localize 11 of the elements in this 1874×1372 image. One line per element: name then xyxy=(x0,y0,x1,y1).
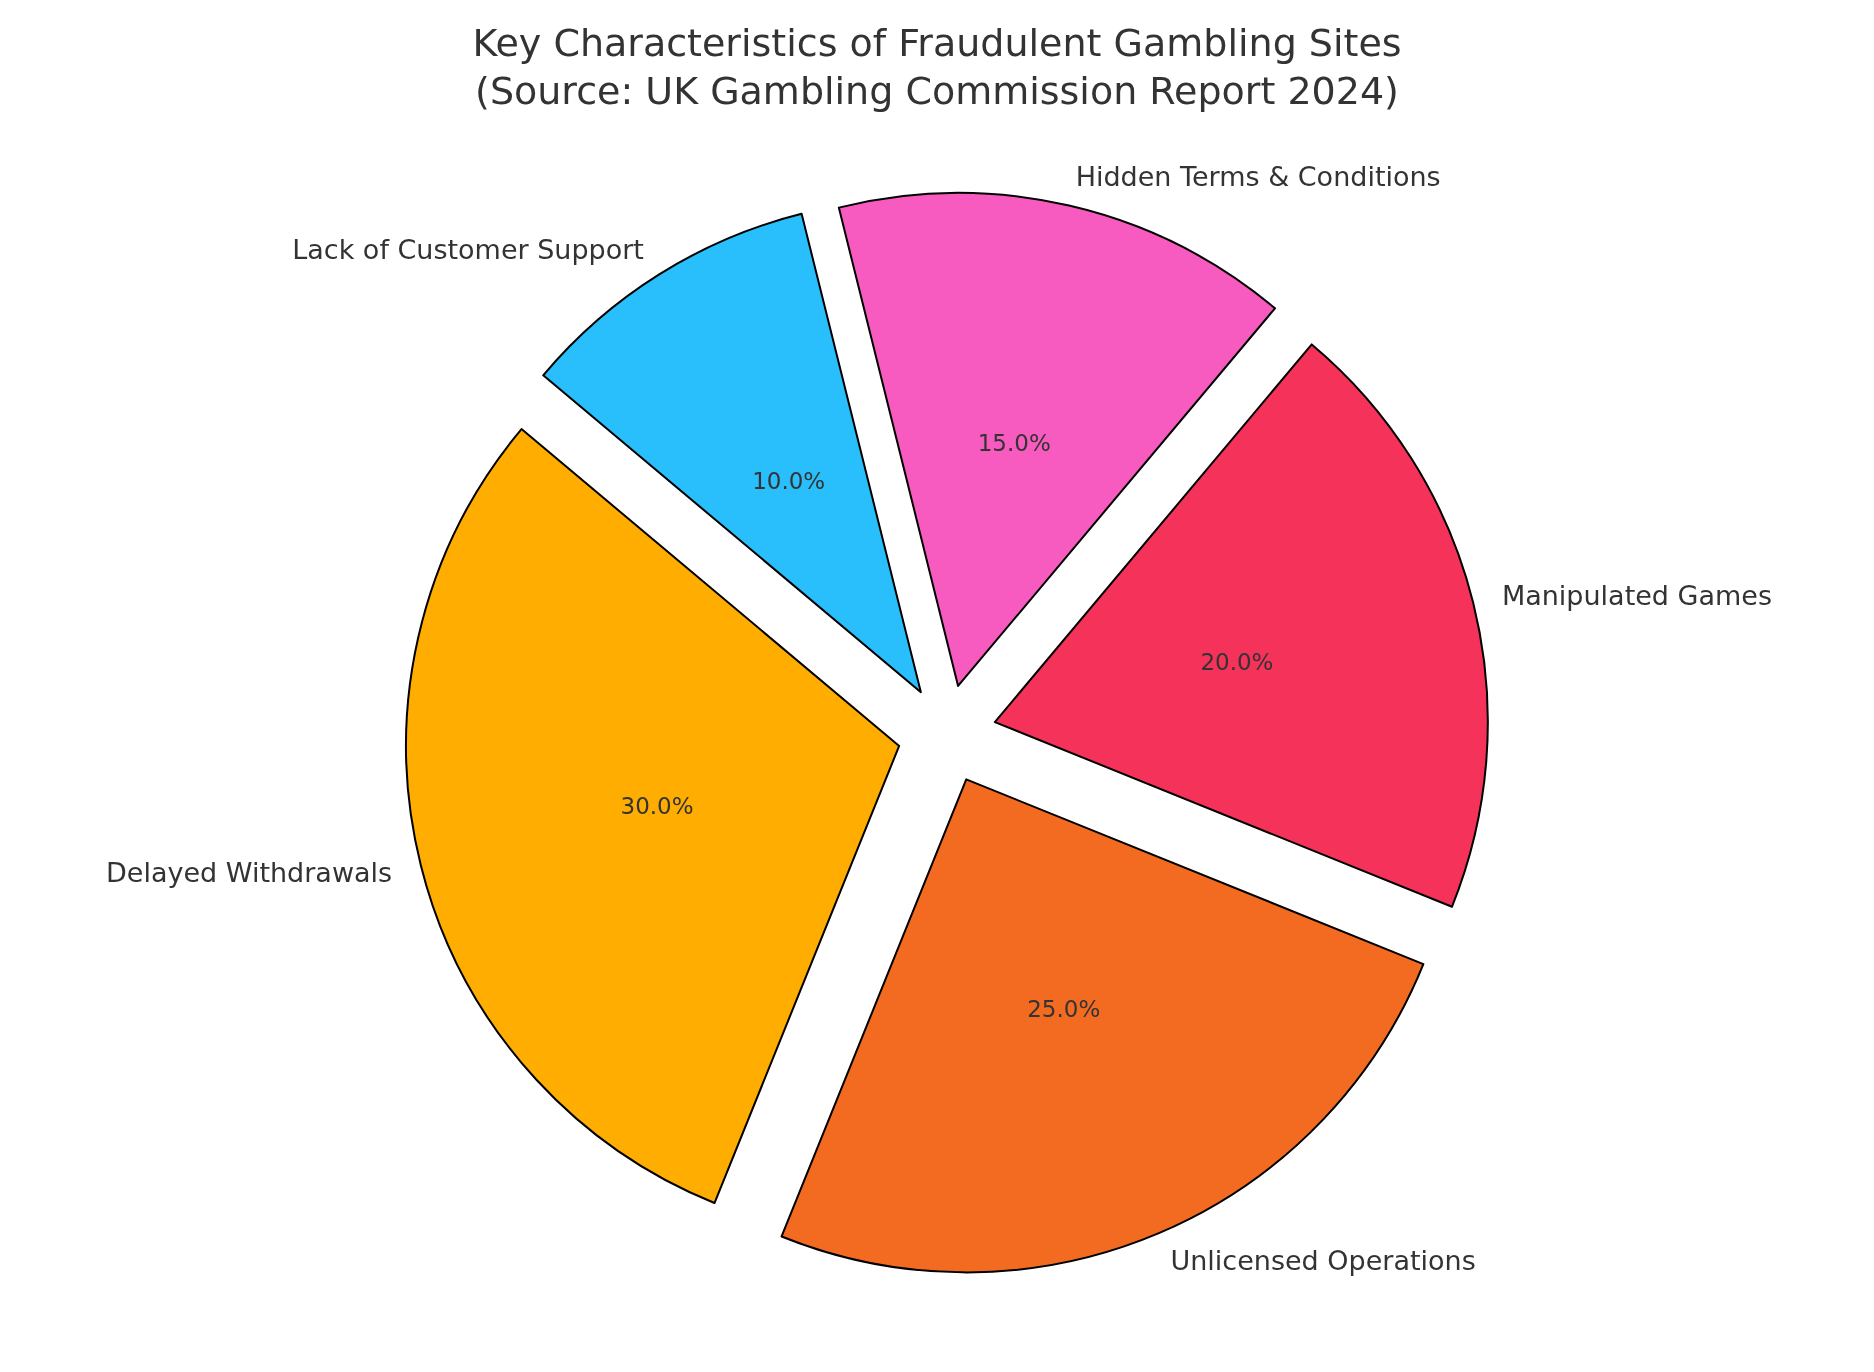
slice-label: Delayed Withdrawals xyxy=(106,856,393,888)
data-label: 20.0% xyxy=(1200,648,1274,675)
data-label: 30.0% xyxy=(620,793,694,820)
slice-label: Manipulated Games xyxy=(1501,580,1773,612)
chart-title: Key Characteristics of Fraudulent Gambling Sites (Source: UK Gambling Commission Report 2024) xyxy=(472,21,1402,113)
data-label: 25.0% xyxy=(1027,996,1101,1023)
slice-label: Hidden Terms & Conditions xyxy=(1075,161,1441,193)
slice-label: Unlicensed Operations xyxy=(1170,1244,1476,1276)
slice-label: Lack of Customer Support xyxy=(292,233,644,265)
data-label: 10.0% xyxy=(752,467,826,494)
data-label: 15.0% xyxy=(977,429,1051,456)
